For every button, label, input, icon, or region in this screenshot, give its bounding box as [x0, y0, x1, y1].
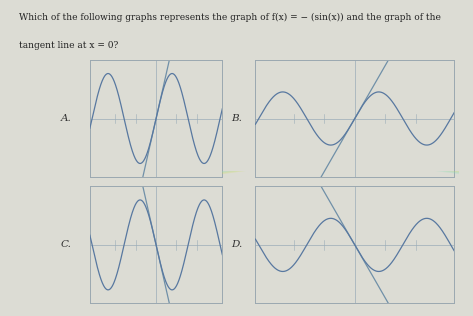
Text: Which of the following graphs represents the graph of f(x) = − (sin(x)) and the : Which of the following graphs represents… — [19, 13, 441, 22]
Text: tangent line at x = 0?: tangent line at x = 0? — [19, 41, 118, 50]
Text: D.: D. — [232, 240, 243, 249]
Text: B.: B. — [232, 114, 243, 123]
Text: C.: C. — [61, 240, 71, 249]
Text: A.: A. — [61, 114, 71, 123]
